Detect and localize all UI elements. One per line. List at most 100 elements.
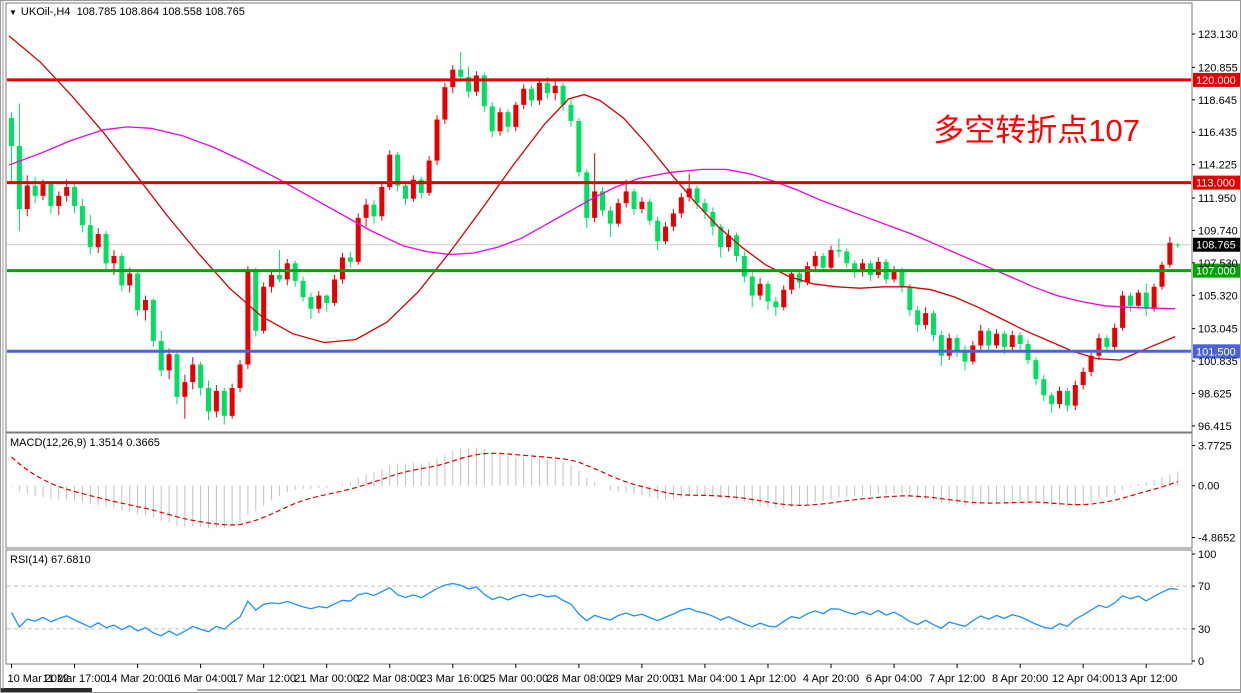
level-badge: [1193, 344, 1240, 359]
time-axis-label: 14 Mar 20:00: [105, 673, 170, 685]
time-axis-label: 13 Apr 12:00: [1115, 673, 1177, 685]
candle-body: [206, 387, 211, 412]
rsi-value: 67.6810: [50, 554, 91, 566]
rsi-tick-label: 100: [1198, 549, 1216, 561]
scrollbar-thumb[interactable]: [1, 688, 92, 692]
candle-body: [229, 387, 235, 416]
price-tick-label: 111.950: [1198, 193, 1236, 205]
time-axis-label: 21 Mar 00:00: [294, 673, 359, 685]
price-tick-label: 107.530: [1198, 258, 1238, 270]
candle-body: [718, 226, 724, 248]
candle-body: [473, 75, 479, 92]
rsi-tick-label: 70: [1198, 581, 1210, 593]
price-tick-label: 114.225: [1198, 160, 1237, 172]
candle-body: [733, 235, 739, 256]
price-tick-label: 100.835: [1198, 356, 1238, 368]
candle-body: [1120, 295, 1126, 328]
candle-body: [1088, 355, 1094, 372]
candle-body: [95, 233, 101, 248]
symbol-name: UKOil-,H4: [20, 6, 71, 18]
candle-body: [1112, 327, 1118, 347]
candle-body: [797, 273, 802, 283]
candle-body: [765, 283, 771, 302]
candle-body: [568, 104, 574, 121]
candle-body: [64, 187, 70, 196]
price-tick-label: 109.740: [1198, 225, 1238, 237]
candle-body: [261, 286, 267, 331]
candle-body: [560, 85, 566, 105]
candle-body: [79, 206, 85, 226]
price-tick-label: 105.320: [1198, 290, 1238, 302]
time-axis-label: 6 Apr 04:00: [866, 673, 922, 685]
candle-body: [9, 118, 14, 146]
quote-high: 108.864: [119, 6, 160, 18]
candle-body: [521, 88, 527, 105]
candle-body: [371, 204, 377, 217]
candle-body: [1001, 333, 1007, 347]
macd-value-main: 1.3514: [89, 437, 124, 449]
candle-body: [576, 120, 582, 173]
time-axis-label: 1 Apr 12:00: [740, 673, 796, 685]
candle-body: [387, 154, 393, 188]
level-badge-text: 101.500: [1196, 346, 1236, 358]
time-axis-label: 10 Mar 2022: [8, 673, 70, 685]
candle-body: [213, 390, 219, 412]
candle-body: [1135, 292, 1141, 306]
candle-body: [962, 349, 968, 362]
candle-body: [915, 310, 921, 325]
price-tick-label: 118.645: [1198, 95, 1237, 107]
candle-body: [544, 82, 550, 94]
macd-value-signal: 0.3665: [126, 437, 160, 449]
candle-body: [308, 297, 314, 309]
candle-body: [820, 255, 826, 268]
candle-body: [489, 106, 495, 132]
candle-body: [481, 75, 487, 107]
candle-body: [584, 172, 590, 218]
time-axis-label: 4 Apr 20:00: [803, 673, 859, 685]
chart-annotation-text: 多空转折点107: [933, 113, 1140, 148]
candle-body: [836, 250, 842, 252]
candle-body: [1057, 390, 1063, 405]
current-price-badge-text: 108.765: [1196, 240, 1236, 252]
candle-body: [426, 160, 432, 193]
candle-body: [190, 364, 196, 383]
rsi-indicator-label: RSI(14) 67.6810: [10, 554, 91, 566]
candle-body: [1049, 395, 1055, 405]
level-badge: [1193, 72, 1240, 87]
candle-body: [135, 273, 141, 311]
candle-body: [663, 226, 669, 242]
candle-body: [497, 112, 503, 132]
candle-body: [276, 275, 282, 280]
ma-slow-line: [8, 126, 1176, 310]
time-axis-label: 16 Mar 04:00: [168, 673, 233, 685]
candle-body: [749, 276, 755, 296]
chevron-down-icon[interactable]: ▼: [9, 8, 17, 17]
time-axis-label: 7 Apr 12:00: [929, 673, 985, 685]
candle-body: [623, 191, 629, 204]
candle-body: [986, 330, 992, 346]
time-axis-label: 11 Mar 17:00: [43, 673, 107, 685]
candle-body: [40, 184, 46, 196]
candle-body: [970, 345, 976, 362]
candle-body: [1033, 360, 1039, 380]
candle-body: [686, 188, 692, 198]
macd-tick-label: 3.7725: [1198, 441, 1232, 453]
candle-body: [781, 289, 787, 308]
rsi-pane-border: [5, 549, 1193, 665]
time-axis-label: 8 Apr 20:00: [992, 673, 1048, 685]
quote-low: 108.558: [162, 6, 202, 18]
candle-body: [48, 184, 54, 207]
candle-body: [166, 354, 172, 371]
candle-body: [466, 76, 472, 92]
candle-body: [773, 301, 779, 308]
time-axis-label: 22 Mar 08:00: [357, 673, 422, 685]
candle-body: [702, 203, 708, 212]
candle-body: [710, 211, 716, 227]
candle-body: [923, 313, 929, 325]
candle-body: [324, 295, 330, 303]
level-badge: [1193, 263, 1240, 278]
level-badge: [1193, 175, 1240, 190]
candle-body: [403, 185, 408, 199]
macd-name: MACD(12,26,9): [10, 437, 87, 449]
